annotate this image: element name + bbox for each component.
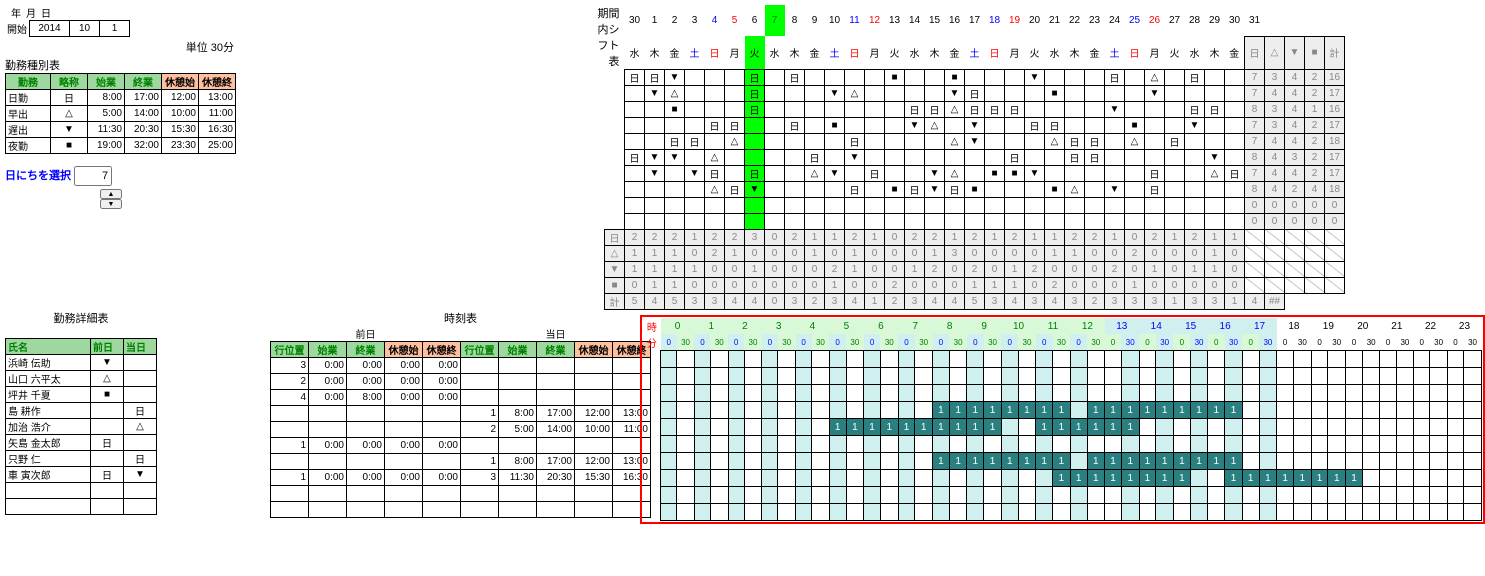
lbl-y: 年 bbox=[9, 5, 24, 20]
lbl-start: 開始 bbox=[5, 21, 30, 37]
dayselect-input[interactable] bbox=[74, 166, 112, 186]
calendar-table: 期間内シフト表301234567891011121314151617181920… bbox=[585, 5, 1345, 310]
timetable-title: 時刻表 bbox=[270, 310, 651, 326]
start-y[interactable]: 2014 bbox=[30, 21, 70, 37]
unit-label: 単位 30分 bbox=[5, 37, 236, 57]
day-down[interactable]: ▼ bbox=[100, 199, 122, 209]
shift-types-table: 勤務略称始業終業休憩始休憩終日勤日8:0017:0012:0013:00早出△5… bbox=[5, 73, 236, 154]
timetable: 前日当日行位置始業終業休憩始休憩終行位置始業終業休憩始休憩終30:000:000… bbox=[270, 326, 651, 518]
shifttypes-title: 勤務種別表 bbox=[5, 57, 236, 73]
start-d[interactable]: 1 bbox=[100, 21, 130, 37]
detail-title: 勤務詳細表 bbox=[5, 310, 157, 326]
day-up[interactable]: ▲ bbox=[100, 189, 122, 199]
detail-table: 氏名前日当日浜崎 伝助▼山口 六平太△坪井 千夏■島 耕作日加治 浩介△矢島 金… bbox=[5, 338, 157, 515]
lbl-d: 日 bbox=[39, 5, 54, 20]
start-m[interactable]: 10 bbox=[70, 21, 100, 37]
dayselect-lbl: 日にちを選択 bbox=[5, 170, 71, 182]
gantt-chart: 時01234567891011121314151617181920212223分… bbox=[643, 318, 1482, 521]
lbl-m: 月 bbox=[24, 5, 39, 20]
